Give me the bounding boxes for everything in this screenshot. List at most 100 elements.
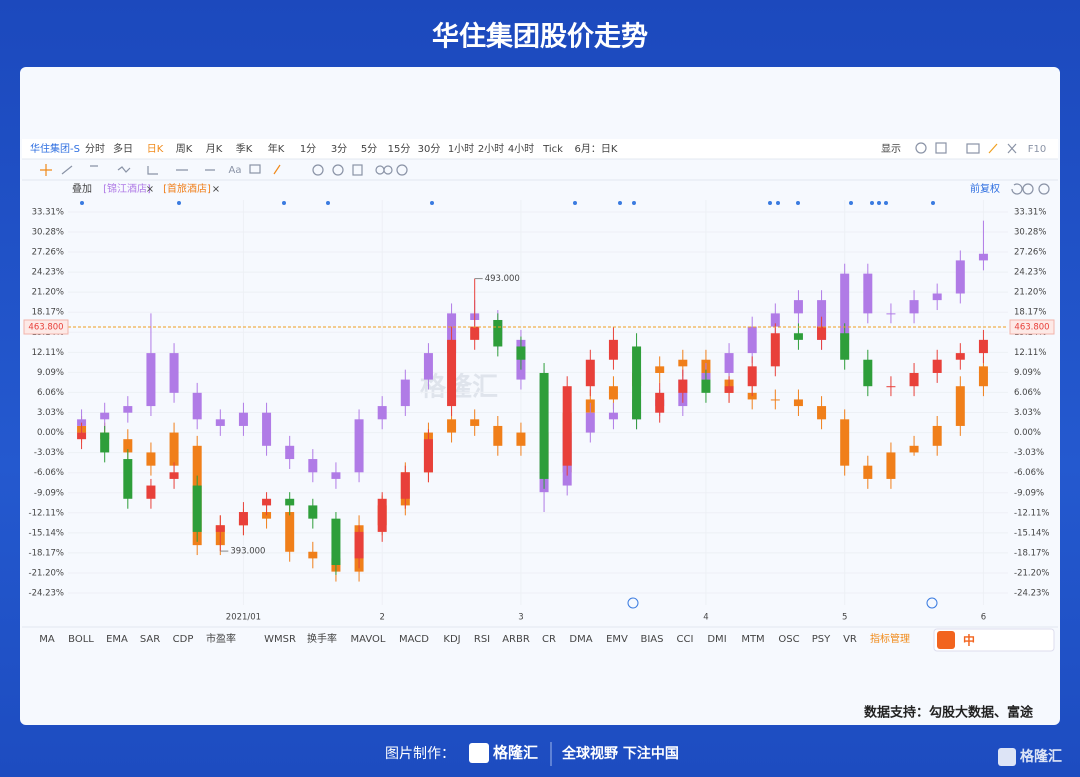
y-tick-label: 33.31% bbox=[32, 207, 64, 217]
candle-body bbox=[146, 485, 156, 499]
candle-body bbox=[331, 518, 341, 566]
plot: 格隆汇 33.31% 33.31% 30.28% 30.28% 27.26% 27.26% 2… bbox=[23, 200, 1055, 623]
reference-label-right-box bbox=[1009, 319, 1055, 335]
y-tick-label: 21.20% bbox=[32, 288, 64, 298]
candle-body bbox=[817, 406, 827, 420]
y-tick-label: 3.03% bbox=[37, 408, 64, 418]
candle-body bbox=[169, 353, 179, 393]
overlay-label: 叠加 bbox=[72, 183, 92, 195]
indicator-tab: EMA bbox=[106, 634, 128, 645]
y-tick-label-right: -3.03% bbox=[1014, 448, 1044, 458]
x-tick-label: 2 bbox=[379, 613, 384, 623]
candle-body bbox=[909, 300, 919, 314]
candle-body bbox=[608, 386, 618, 400]
overlay-legend: [锦江酒店] bbox=[103, 182, 151, 195]
period-tab: 2小时 bbox=[478, 143, 504, 155]
y-tick-label-right: -21.20% bbox=[1014, 568, 1049, 578]
indicator-tab: BOLL bbox=[68, 634, 94, 645]
candle-body bbox=[539, 372, 549, 479]
candle-body bbox=[470, 326, 480, 340]
period-tab: 6月：日K bbox=[575, 143, 618, 155]
indicator-tab: 市盈率 bbox=[206, 632, 236, 645]
y-tick-label-right: 6.06% bbox=[1014, 388, 1041, 398]
indicator-tab: MACD bbox=[399, 634, 429, 645]
y-tick-label: 24.23% bbox=[32, 268, 64, 278]
candle-body bbox=[840, 273, 850, 340]
y-tick-label: -3.03% bbox=[34, 448, 64, 458]
period-tab: 多日 bbox=[113, 142, 133, 155]
period-tab: 周K bbox=[176, 143, 193, 155]
annotation: 493.000 bbox=[485, 274, 520, 284]
candle-body bbox=[285, 512, 295, 552]
indicator-tab: OSC bbox=[778, 634, 799, 645]
candle-body bbox=[400, 472, 410, 499]
annotation: 393.000 bbox=[230, 547, 265, 557]
candle-body bbox=[354, 531, 364, 559]
indicator-tab: DMI bbox=[707, 634, 726, 645]
candle-body bbox=[262, 498, 272, 506]
ime-bar bbox=[933, 628, 1055, 652]
candle-body bbox=[262, 412, 272, 446]
candle-body bbox=[238, 512, 248, 526]
period-tab: 季K bbox=[236, 143, 253, 155]
overlay-legend: [首旅酒店] bbox=[163, 182, 211, 195]
y-tick-label: -9.09% bbox=[34, 488, 64, 498]
period-tab: 3分 bbox=[331, 143, 347, 155]
y-tick-label-right: 24.23% bbox=[1014, 268, 1046, 278]
candle-body bbox=[285, 445, 295, 460]
y-tick-label: -21.20% bbox=[29, 568, 64, 578]
candle-body bbox=[724, 353, 734, 373]
candle-body bbox=[123, 439, 133, 453]
candle-body bbox=[77, 432, 87, 440]
candle-body bbox=[978, 339, 988, 354]
y-tick-label-right: 12.11% bbox=[1014, 348, 1046, 358]
candle-body bbox=[400, 379, 410, 407]
candle-body bbox=[955, 386, 965, 426]
candle-body bbox=[747, 326, 757, 354]
candle-body bbox=[493, 425, 503, 446]
indicator-tab: RSI bbox=[474, 634, 490, 645]
candle-body bbox=[724, 386, 734, 393]
candle-body bbox=[770, 313, 780, 327]
source-note: 数据支持：勾股大数据、富途 bbox=[864, 705, 1034, 721]
candle-body bbox=[886, 313, 896, 315]
candle-body bbox=[215, 419, 225, 426]
candle-body bbox=[447, 339, 457, 407]
candle-body bbox=[909, 445, 919, 453]
y-tick-label-right: -6.06% bbox=[1014, 468, 1044, 478]
y-tick-label-right: 3.03% bbox=[1014, 408, 1041, 418]
adjust-mode: 前复权 bbox=[970, 182, 1000, 195]
f10-button: F10 bbox=[1028, 144, 1046, 155]
candle-body bbox=[793, 333, 803, 340]
candle-body bbox=[886, 386, 896, 388]
candle-body bbox=[423, 439, 433, 473]
candle-body bbox=[169, 472, 179, 479]
y-tick-label: 18.17% bbox=[32, 308, 64, 318]
y-tick-label: -6.06% bbox=[34, 468, 64, 478]
y-tick-label-right: 21.20% bbox=[1014, 288, 1046, 298]
overlay-remove: × bbox=[212, 184, 220, 195]
period-tab: 30分 bbox=[418, 143, 441, 155]
candle-body bbox=[955, 260, 965, 294]
ime-logo bbox=[937, 631, 955, 649]
footer-slogan: 全球视野 下注中国 bbox=[561, 745, 679, 762]
candle-body bbox=[331, 472, 341, 479]
candle-body bbox=[817, 326, 827, 340]
indicator-tab: MAVOL bbox=[351, 634, 386, 645]
page-title: 华住集团股价走势 bbox=[432, 21, 648, 53]
period-tab: 4小时 bbox=[508, 143, 534, 155]
y-tick-label: -12.11% bbox=[29, 508, 64, 518]
candle-body bbox=[655, 392, 665, 413]
y-tick-label-right: 9.09% bbox=[1014, 368, 1041, 378]
y-tick-label: 6.06% bbox=[37, 388, 64, 398]
corner-logo bbox=[998, 748, 1016, 766]
reference-label-left: 463.800 bbox=[28, 323, 63, 333]
indicator-tab: DMA bbox=[569, 634, 592, 645]
y-tick-label-right: 0.00% bbox=[1014, 428, 1041, 438]
indicator-tab: MTM bbox=[741, 634, 764, 645]
candle-body bbox=[100, 432, 110, 453]
display-menu: 显示 bbox=[881, 143, 901, 155]
watermark: 格隆汇 bbox=[420, 372, 498, 403]
candle-body bbox=[678, 379, 688, 393]
